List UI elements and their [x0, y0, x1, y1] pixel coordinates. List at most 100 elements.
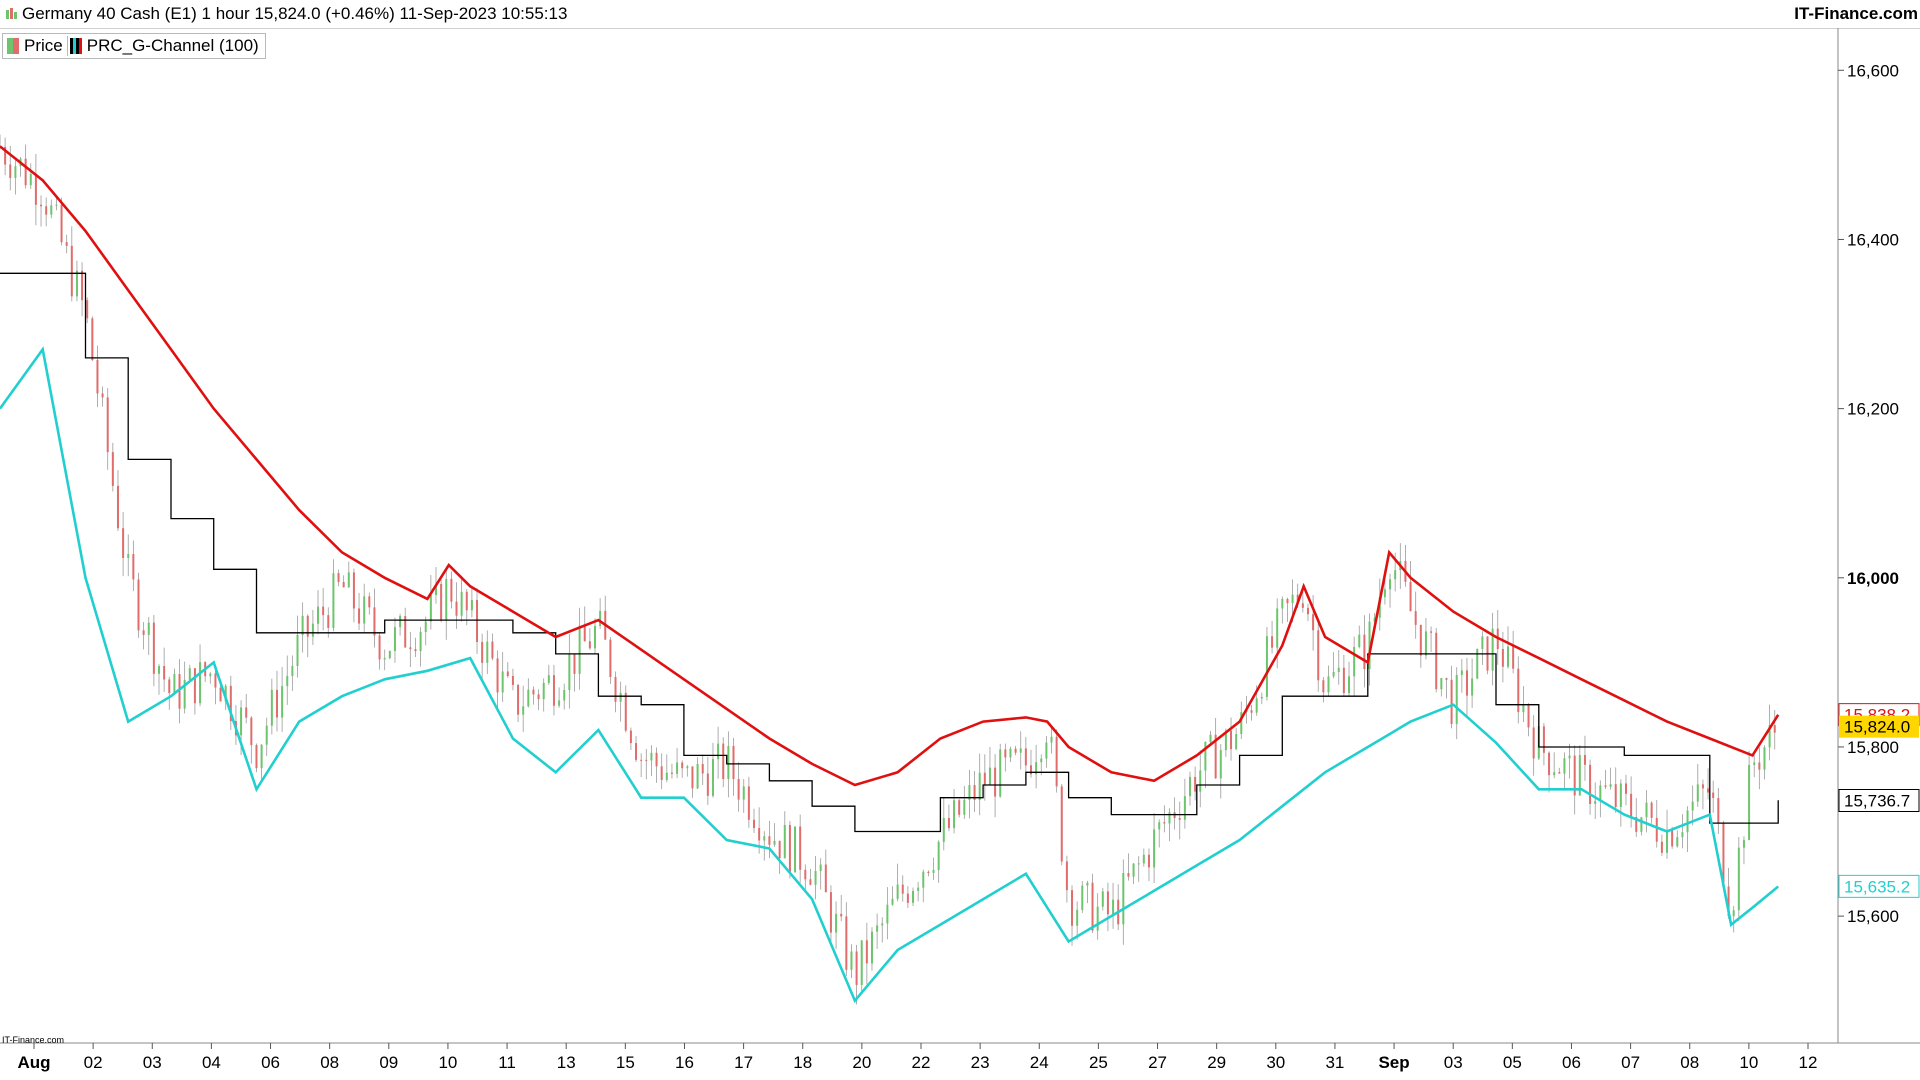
- candle: [1558, 767, 1561, 774]
- candle: [542, 678, 545, 712]
- candle: [1317, 621, 1320, 692]
- candle: [609, 637, 612, 684]
- candle: [445, 566, 448, 640]
- candle: [1091, 873, 1094, 934]
- candle: [363, 583, 366, 632]
- candle: [1260, 692, 1263, 705]
- candle: [1342, 654, 1345, 697]
- candle: [1619, 779, 1622, 827]
- legend-item-price[interactable]: Price: [5, 36, 67, 56]
- x-tick-label: 03: [1444, 1053, 1463, 1072]
- candle: [896, 863, 899, 902]
- candle: [1486, 636, 1489, 675]
- candle: [70, 226, 73, 302]
- candle: [624, 685, 627, 733]
- candle: [275, 670, 278, 732]
- candle: [193, 667, 196, 715]
- candle: [629, 727, 632, 751]
- x-tick-label: 08: [320, 1053, 339, 1072]
- candle: [1707, 768, 1710, 800]
- watermark: IT-Finance.com: [2, 1035, 65, 1045]
- candle: [583, 606, 586, 642]
- candle: [604, 595, 607, 640]
- x-tick-label: 08: [1680, 1053, 1699, 1072]
- candle: [1209, 730, 1212, 745]
- candle: [1106, 882, 1109, 932]
- candle: [1773, 709, 1776, 750]
- candle: [558, 687, 561, 708]
- candle: [953, 789, 956, 834]
- price-chart[interactable]: 16,600 16,400 16,200 16,000 15,800 15,600 Aug 0…: [0, 28, 1920, 1080]
- candle: [840, 894, 843, 922]
- y-tick-label: 15,600: [1847, 907, 1899, 926]
- candle: [101, 386, 104, 407]
- candle: [163, 647, 166, 692]
- candle: [1655, 800, 1658, 848]
- candle: [1599, 780, 1602, 818]
- candle: [1568, 743, 1571, 779]
- candle: [1594, 782, 1597, 820]
- candle: [1491, 612, 1494, 686]
- x-tick-label: 23: [971, 1053, 990, 1072]
- candle: [1717, 787, 1720, 835]
- candle: [732, 737, 735, 796]
- candle: [1758, 747, 1761, 790]
- candle: [681, 760, 684, 778]
- candle: [717, 726, 720, 779]
- candle: [168, 676, 171, 710]
- candle: [1153, 813, 1156, 883]
- x-tick-label: 17: [734, 1053, 753, 1072]
- candle: [1604, 769, 1607, 790]
- candle: [922, 869, 925, 903]
- chart-icon: [6, 8, 17, 19]
- candle: [1076, 901, 1079, 940]
- candle: [199, 644, 202, 707]
- candle: [1142, 848, 1145, 867]
- candle: [311, 609, 314, 645]
- candle: [973, 771, 976, 813]
- candle: [1512, 630, 1515, 674]
- candle: [491, 633, 494, 661]
- candle: [932, 857, 935, 880]
- candle: [937, 840, 940, 883]
- candle: [1583, 735, 1586, 781]
- candle: [270, 678, 273, 735]
- candle: [1137, 856, 1140, 882]
- legend-item-indicator[interactable]: PRC_G-Channel (100): [66, 36, 263, 56]
- candle: [1455, 667, 1458, 740]
- candle: [219, 684, 222, 702]
- x-tick-label: 10: [1739, 1053, 1758, 1072]
- candle: [1676, 830, 1679, 848]
- candle: [409, 631, 412, 668]
- candle: [1101, 887, 1104, 911]
- candle: [1681, 814, 1684, 849]
- candle: [1081, 881, 1084, 913]
- candle: [1117, 884, 1120, 931]
- candle: [522, 685, 525, 732]
- y-tick-label: 16,600: [1847, 61, 1899, 80]
- candle: [137, 572, 140, 638]
- x-tick-label: 02: [84, 1053, 103, 1072]
- candle: [1235, 728, 1238, 751]
- candle: [804, 864, 807, 890]
- candle: [1532, 715, 1535, 776]
- candle: [691, 766, 694, 798]
- candle: [255, 743, 258, 773]
- candle: [1199, 750, 1202, 808]
- x-tick-label: 30: [1266, 1053, 1285, 1072]
- candle: [711, 742, 714, 798]
- candle: [901, 875, 904, 902]
- candle: [881, 917, 884, 943]
- candle: [476, 588, 479, 654]
- candle: [1578, 745, 1581, 796]
- price-badge-label: 15,824.0: [1844, 718, 1910, 737]
- candle: [501, 651, 504, 702]
- candle: [152, 614, 155, 687]
- candle: [116, 470, 119, 532]
- candle: [1050, 725, 1053, 754]
- candle: [891, 886, 894, 906]
- candle: [183, 661, 186, 714]
- candle: [1732, 905, 1735, 933]
- candle: [942, 797, 945, 851]
- candle: [676, 747, 679, 779]
